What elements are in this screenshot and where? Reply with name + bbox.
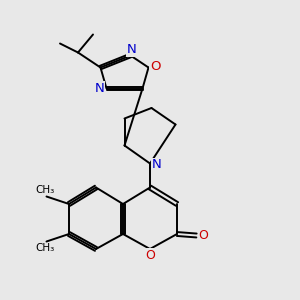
Text: O: O: [198, 229, 208, 242]
Text: O: O: [145, 249, 155, 262]
Text: O: O: [150, 59, 160, 73]
Text: CH₃: CH₃: [35, 185, 55, 195]
Text: N: N: [95, 82, 105, 95]
Text: N: N: [127, 43, 137, 56]
Text: N: N: [152, 158, 161, 172]
Text: CH₃: CH₃: [35, 243, 55, 253]
